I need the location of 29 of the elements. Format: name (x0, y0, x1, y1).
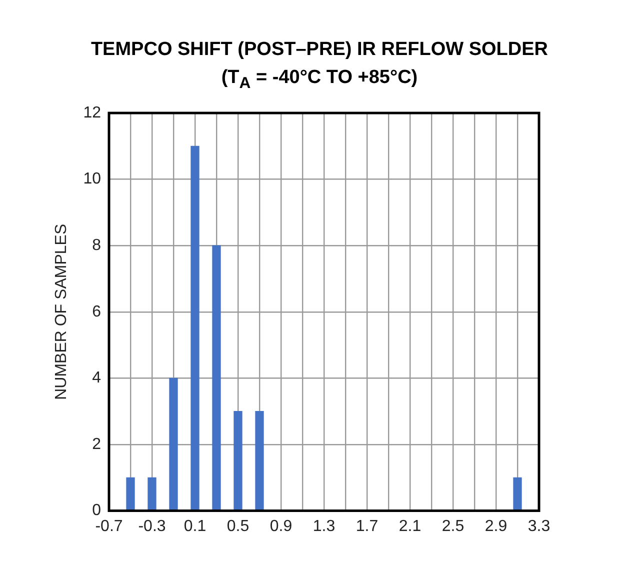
y-axis-title: NUMBER OF SAMPLES (53, 224, 70, 400)
x-tick-label: 2.9 (484, 518, 508, 535)
bar (169, 378, 178, 511)
bar (212, 245, 221, 511)
bar (190, 146, 200, 511)
x-tick-label: 0.1 (184, 518, 206, 535)
y-tick-label: 12 (83, 104, 102, 122)
y-tick-label: 0 (92, 502, 102, 520)
x-tick-label: 2.5 (442, 518, 464, 535)
bar (255, 411, 264, 511)
x-tick-label: 0.9 (270, 518, 292, 535)
y-tick-label: 8 (92, 237, 102, 254)
bar (126, 477, 135, 511)
chart-title: TEMPCO SHIFT (POST–PRE) IR REFLOW SOLDER (90, 38, 550, 62)
x-tick-label: -0.3 (138, 518, 166, 535)
x-tick-label: 2.1 (398, 518, 422, 535)
bar (234, 411, 242, 511)
y-tick-label: 4 (92, 370, 102, 387)
x-tick-label: 1.3 (312, 518, 336, 535)
chart-subtitle: (T$_{A}$ = -40°C TO +85°C) (220, 66, 419, 94)
x-tick-label: -0.7 (95, 518, 123, 535)
y-tick-label: 6 (92, 303, 102, 320)
bar (513, 477, 522, 511)
y-tick-label: 10 (83, 170, 102, 188)
bar (148, 477, 156, 511)
x-tick-label: 1.7 (356, 518, 378, 535)
x-tick-label: 3.3 (528, 518, 550, 535)
x-tick-label: 0.5 (226, 518, 250, 535)
y-tick-label: 2 (92, 436, 102, 453)
